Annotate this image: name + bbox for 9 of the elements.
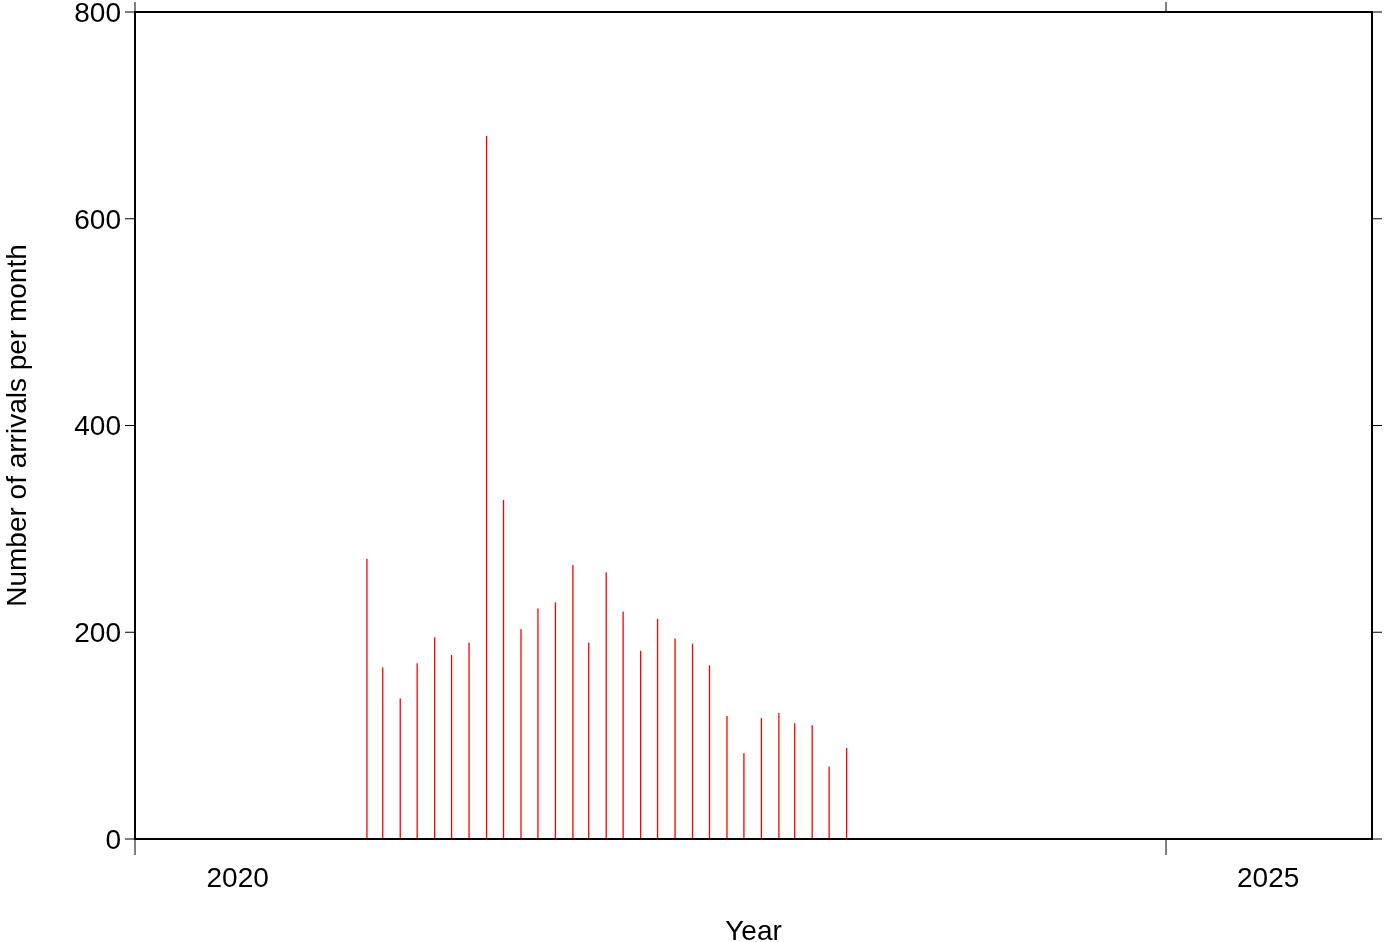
x-tick-label: 2025 (1237, 862, 1300, 893)
y-axis-title: Number of arrivals per month (1, 244, 32, 607)
x-tick-label: 2020 (206, 862, 269, 893)
x-axis-title: Year (725, 915, 782, 942)
y-tick-label: 800 (74, 0, 121, 28)
y-tick-label: 0 (105, 823, 121, 855)
y-tick-label: 400 (74, 410, 121, 442)
y-tick-label: 200 (74, 617, 121, 649)
y-tick-label: 600 (74, 203, 121, 235)
